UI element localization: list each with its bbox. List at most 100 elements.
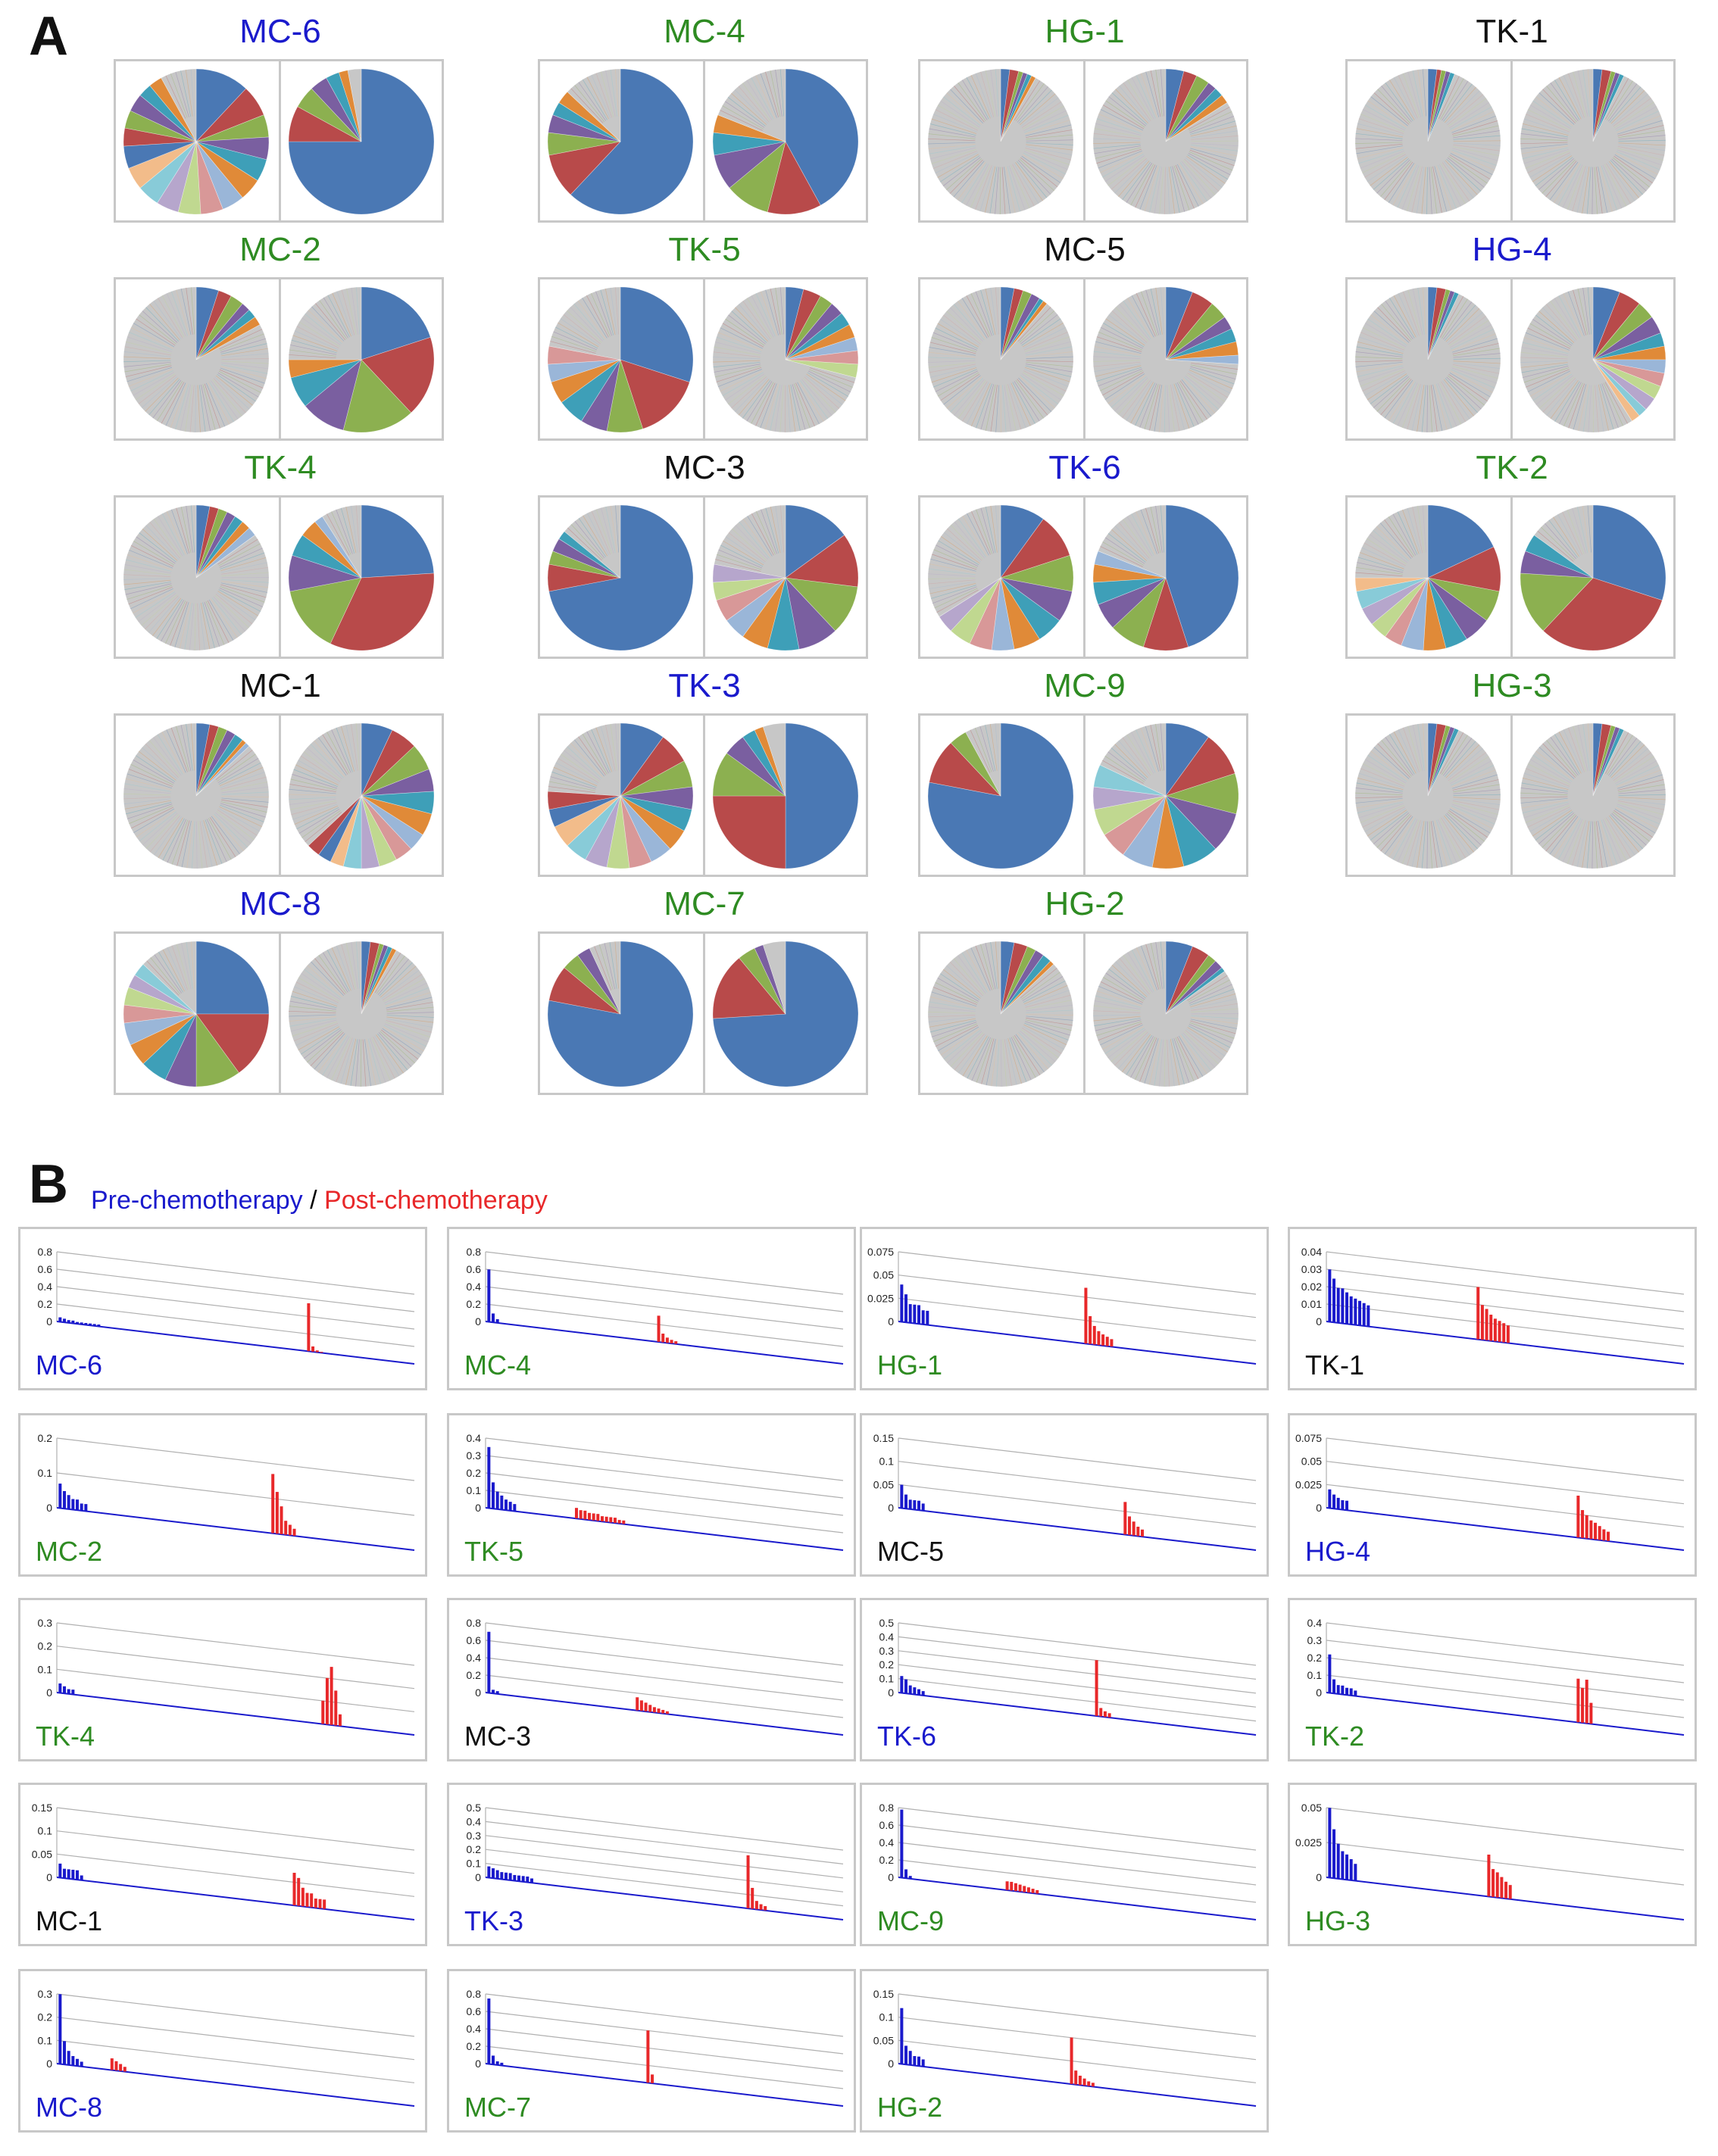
bar-chart-label: MC-1 [36,1905,102,1936]
post-bar [1023,1886,1026,1892]
pie-pre-texture-line [1384,379,1413,419]
gridline [56,1853,415,1897]
pie-pre-texture-line [1020,314,1058,345]
pie-pre-slice-0 [620,286,694,383]
pie-pre-texture-line [1435,165,1452,211]
pie-post-texture-line [1599,166,1613,212]
pie-post-texture-line [1532,319,1573,346]
pie-pre-texture-line [1412,289,1423,335]
pie-pre-slice-other [589,941,621,1015]
pie-post-texture-line [717,369,762,388]
pie-pre-texture-line [1370,96,1408,126]
gridline [485,1622,844,1666]
pie-pre-texture-line [129,550,173,569]
pie-post-texture-line [1520,142,1568,145]
pie-post-texture-line [1110,747,1148,780]
pie-post-texture-line [1102,154,1144,178]
pie-pre-texture-line [133,760,175,784]
pie-pre-texture-line [935,327,978,349]
pie-post-slice-0 [361,286,431,360]
bar-chart: 0.8 0.6 0.4 0.2 0 MC-4 [447,1227,856,1390]
pie-pre-texture-line [214,594,249,629]
pie-pre-texture-line [1015,83,1045,122]
pie-post-texture-line [760,73,777,118]
pie-pre-texture-line [1373,747,1410,779]
pie-post-texture-line [1093,360,1141,362]
pie-pre-texture-line [555,762,598,785]
pie-pre-texture-line [932,332,977,351]
pie-post-texture-line [1094,128,1142,138]
pie-post-texture-line [315,303,346,341]
post-bar [1594,1522,1598,1540]
pie-pre-texture-line [600,71,614,117]
pie-post-texture-line [1591,821,1593,869]
pie-pre-texture-line [1380,379,1412,416]
pie-post-texture-line [713,362,761,368]
pie-pre-texture-line [954,521,985,559]
post-bar [1097,1331,1101,1346]
pie-pre-texture-line [995,723,999,771]
pie-pre-texture-line [1020,968,1057,999]
pie-post-texture-line [1603,382,1623,426]
pie-pre-texture-line [180,289,192,335]
pie-post-texture-line [1562,511,1583,555]
y-tick-label: 0.3 [467,1830,482,1842]
pie-post-slice-other [714,504,786,579]
pie-post-texture-line [1093,133,1141,139]
pie-post-texture-line [1145,71,1160,117]
gridline [485,1674,844,1718]
pre-bar [71,1690,75,1695]
pie-post-texture-line [746,298,773,339]
pie-pre-texture-line [1025,365,1072,378]
pie-post-texture-line [1532,155,1573,183]
pie-post-texture-line [775,287,782,335]
pie-post-texture-line [1529,154,1571,178]
pie-pre-texture-line [1380,815,1412,852]
pie-post-texture-line [336,945,353,991]
pie-pre-texture-line [1004,167,1010,214]
pie-post-texture-line [340,507,355,554]
pie-pre-texture-line [936,589,979,613]
pie-pre-texture-line [942,157,981,186]
pie-post-texture-line [790,384,801,432]
pie-post-texture-line [298,760,339,784]
pie-post-texture-line [1550,83,1579,121]
pie-post-texture-line [1609,741,1641,777]
pie-svg [123,504,435,651]
y-tick-label: 0.4 [1307,1617,1323,1629]
pie-pre-texture-line [195,385,196,432]
post-bar [1099,1708,1103,1717]
post-bar [1105,1337,1109,1346]
post-bar [314,1899,317,1908]
pre-bar [58,1484,62,1509]
bar-chart: 0.4 0.3 0.2 0.1 0 TK-5 [447,1413,856,1577]
pie-post-texture-line [1521,128,1569,138]
pie-post-texture-line [385,987,430,1006]
pie-post-texture-line [1139,165,1157,210]
pie-post-texture-line [1119,303,1150,341]
pie-pre-texture-line [161,382,185,424]
pie-post-texture-line [1155,723,1163,771]
pie-pre-texture-line [211,380,239,420]
pie-pre-texture-line [1023,110,1067,131]
pie-post-texture-line [1098,1022,1142,1041]
pie-pre-texture-line [197,385,201,432]
pie-post-texture-line [1102,105,1145,129]
pie-pre-texture-line [1422,723,1427,771]
pie-pre-texture-line [214,376,250,410]
pie-post-texture-line [800,380,829,420]
pie-pre-texture-line [1022,323,1064,348]
pie-pre-texture-line [933,549,978,569]
post-bar [271,1474,275,1534]
pie-pre-texture-line [928,573,976,577]
pre-bar [913,1687,917,1695]
pie-pre-texture-line [1024,114,1069,133]
pie-post-texture-line [1532,810,1573,837]
post-bar [1476,1287,1480,1340]
gridline [1326,1461,1685,1505]
pie-post-texture-line [1520,797,1568,803]
pie-post-texture-line [1582,69,1590,117]
pie-post-texture-line [1520,788,1568,794]
post-bar [275,1492,279,1534]
